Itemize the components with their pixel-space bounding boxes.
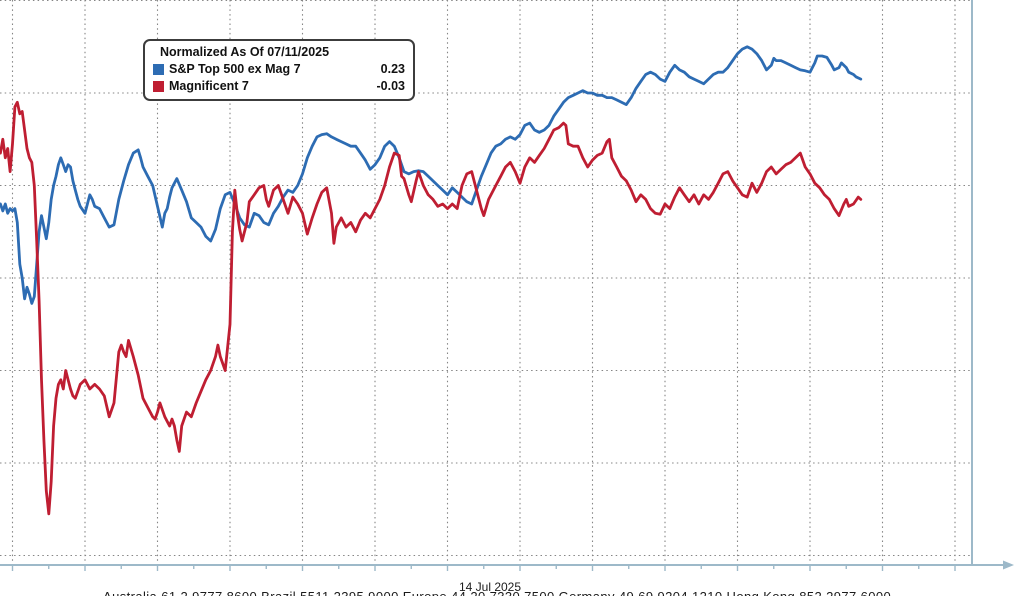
legend-series-label: S&P Top 500 ex Mag 7 xyxy=(169,62,301,76)
chart-legend: Normalized As Of 07/11/2025 S&P Top 500 … xyxy=(143,39,415,101)
red-series-swatch-icon xyxy=(153,81,164,92)
blue-series-swatch-icon xyxy=(153,64,164,75)
legend-series-label: Magnificent 7 xyxy=(169,79,249,93)
legend-series-row[interactable]: Magnificent 7 -0.03 xyxy=(153,78,405,95)
legend-series-value: -0.03 xyxy=(376,79,406,93)
legend-series-row[interactable]: S&P Top 500 ex Mag 7 0.23 xyxy=(153,61,405,78)
x-axis-date-label: 14 Jul 2025 xyxy=(458,580,522,594)
legend-title: Normalized As Of 07/11/2025 xyxy=(160,45,330,59)
legend-series-value: 0.23 xyxy=(380,62,405,76)
footer-contact-text: Australia 61 2 9777 8600 Brazil 5511 239… xyxy=(103,589,963,596)
